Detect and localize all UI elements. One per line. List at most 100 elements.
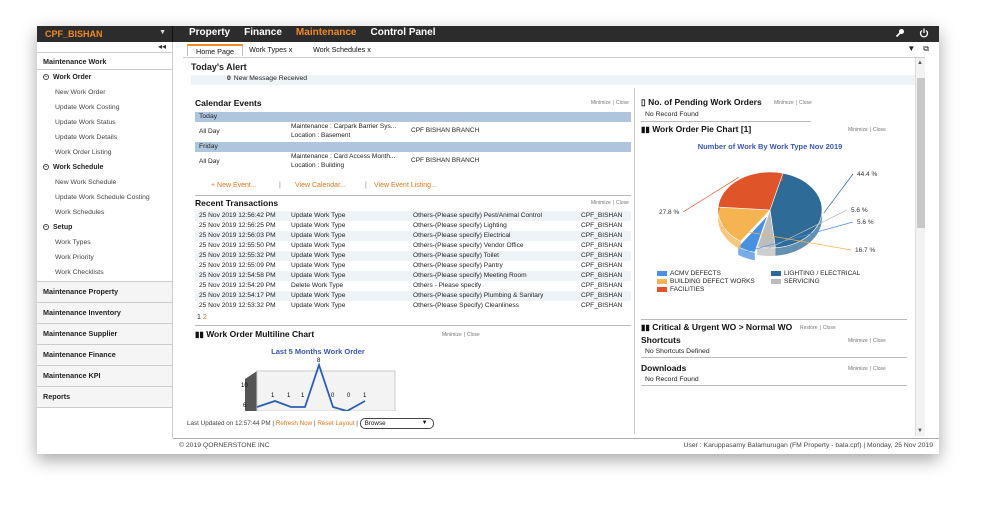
close-link[interactable]: Close <box>616 100 629 106</box>
sidebar-item-work-checklists[interactable]: Work Checklists <box>37 265 172 282</box>
sidebar-collapse-button[interactable]: ◂◂ <box>37 42 172 53</box>
pie-slice[interactable] <box>769 172 823 249</box>
sidebar-item-new-work-order[interactable]: New Work Order <box>55 89 106 96</box>
sidebar-section-reports[interactable]: Reports <box>37 387 172 408</box>
divider <box>641 319 907 320</box>
minimize-link[interactable]: Minimize <box>774 100 794 106</box>
multiline-chart-plot: 10 6 1 1 1 8 0 0 1 <box>241 358 396 411</box>
divider <box>195 195 631 196</box>
table-row[interactable]: 25 Nov 2019 12:53:32 PM Update Work Type O… <box>195 301 631 311</box>
window-restore-icon[interactable]: ⧉ <box>923 44 929 53</box>
pie-chart-title: Number of Work By Work Type Nov 2019 <box>697 142 843 151</box>
close-link[interactable]: Close <box>467 332 480 338</box>
scrollbar-thumb[interactable] <box>917 78 925 228</box>
pie-slice[interactable] <box>717 206 771 242</box>
table-row[interactable]: 25 Nov 2019 12:55:50 PM Update Work Type O… <box>195 241 631 251</box>
tab-work-types[interactable]: Work Types x <box>241 44 300 56</box>
sidebar-group-setup[interactable]: − Setup <box>37 220 172 235</box>
table-row[interactable]: 25 Nov 2019 12:56:25 PM Update Work Type O… <box>195 221 631 231</box>
sidebar-section-maintenance-kpi[interactable]: Maintenance KPI <box>37 366 172 387</box>
site-selector[interactable]: CPF_BISHAN ▼ <box>37 26 173 42</box>
table-row[interactable]: 25 Nov 2019 12:56:42 PM Update Work Type O… <box>195 211 631 221</box>
sidebar-section-maintenance-finance[interactable]: Maintenance Finance <box>37 345 172 366</box>
txn-action: Update Work Type <box>291 302 346 309</box>
table-row[interactable]: 25 Nov 2019 12:55:32 PM Update Work Type O… <box>195 251 631 261</box>
wrench-icon[interactable] <box>895 28 905 41</box>
sidebar-item-work-schedules[interactable]: Work Schedules <box>55 209 105 216</box>
txn-site: CPF_BISHAN <box>581 232 623 239</box>
scroll-up-icon[interactable]: ▲ <box>917 60 923 66</box>
close-link[interactable]: Close <box>799 100 812 106</box>
minimize-link[interactable]: Minimize <box>591 100 611 106</box>
sidebar: ◂◂ Maintenance Work − Work Order New Work… <box>37 42 173 438</box>
pie-label-line <box>823 173 854 214</box>
menu-maintenance[interactable]: Maintenance <box>295 27 357 38</box>
close-icon[interactable]: x <box>367 45 371 54</box>
table-row[interactable]: 25 Nov 2019 12:55:09 PM Update Work Type O… <box>195 261 631 271</box>
close-link[interactable]: Close <box>616 200 629 206</box>
sidebar-item-update-work-costing[interactable]: Update Work Costing <box>55 104 120 111</box>
point-label: 1 <box>271 393 275 399</box>
site-name: CPF_BISHAN <box>45 29 103 39</box>
close-link[interactable]: Close <box>873 338 886 344</box>
pie-slice[interactable] <box>756 209 776 249</box>
pie-label-line <box>765 209 848 251</box>
sidebar-item-update-work-details[interactable]: Update Work Details <box>55 134 118 141</box>
sidebar-item-update-work-status[interactable]: Update Work Status <box>55 119 116 126</box>
page-1[interactable]: 1 <box>197 314 201 321</box>
menu-finance[interactable]: Finance <box>244 27 282 38</box>
table-row[interactable]: 25 Nov 2019 12:54:29 PM Delete Work Type O… <box>195 281 631 291</box>
shortcuts-controls: Minimize | Close <box>847 338 887 344</box>
sidebar-section-maintenance-property[interactable]: Maintenance Property <box>37 282 172 303</box>
sidebar-group-work-order[interactable]: − Work Order <box>37 70 172 85</box>
close-link[interactable]: Close <box>822 325 836 331</box>
dashboard: Today's Alert 0 New Message Received Cale… <box>183 57 925 436</box>
refresh-now-link[interactable]: Refresh Now <box>275 420 313 428</box>
tab-dropdown-icon[interactable]: ▼ <box>907 44 916 53</box>
txn-description: Others-(Please specify) Pantry <box>413 262 503 269</box>
close-link[interactable]: Close <box>873 127 886 133</box>
reset-layout-link[interactable]: Reset Layout <box>317 420 355 428</box>
txn-time: 25 Nov 2019 12:54:17 PM <box>199 292 276 299</box>
new-event-link[interactable]: + New Event... <box>211 182 257 189</box>
minimize-link[interactable]: Minimize <box>442 332 462 338</box>
sidebar-item-update-work-schedule-costing[interactable]: Update Work Schedule Costing <box>55 194 150 201</box>
minimize-link[interactable]: Minimize <box>591 200 611 206</box>
sidebar-item-work-types[interactable]: Work Types <box>55 239 91 246</box>
minimize-link[interactable]: Minimize <box>848 366 868 372</box>
sidebar-item-work-priority[interactable]: Work Priority <box>55 254 94 261</box>
calendar-event-row[interactable]: All Day Maintenance : Carpark Barrier Sy… <box>195 122 631 142</box>
restore-link[interactable]: Restore <box>800 325 818 331</box>
menu-control-panel[interactable]: Control Panel <box>370 27 436 38</box>
sidebar-item-new-work-schedule[interactable]: New Work Schedule <box>55 179 117 186</box>
event-time: All Day <box>199 128 220 135</box>
power-icon[interactable] <box>919 28 929 41</box>
sidebar-section-maintenance-inventory[interactable]: Maintenance Inventory <box>37 303 172 324</box>
sidebar-group-work-schedule[interactable]: − Work Schedule <box>37 160 172 175</box>
calendar-event-row[interactable]: All Day Maintenance : Card Access Month.… <box>195 152 631 172</box>
table-row[interactable]: 25 Nov 2019 12:54:17 PM Update Work Type O… <box>195 291 631 301</box>
pie-slice[interactable] <box>717 171 784 211</box>
minimize-link[interactable]: Minimize <box>848 127 868 133</box>
double-chevron-left-icon[interactable]: ◂◂ <box>157 42 166 51</box>
view-calendar-link[interactable]: View Calendar... <box>295 182 346 189</box>
table-row[interactable]: 25 Nov 2019 12:56:03 PM Update Work Type O… <box>195 231 631 241</box>
sidebar-section-maintenance-work[interactable]: Maintenance Work <box>37 53 172 70</box>
browse-select[interactable]: Browse ▼ <box>359 418 434 429</box>
sidebar-section-maintenance-supplier[interactable]: Maintenance Supplier <box>37 324 172 345</box>
vertical-scrollbar[interactable]: ▲ ▼ <box>915 58 925 436</box>
sidebar-item-work-order-listing[interactable]: Work Order Listing <box>55 149 112 156</box>
alert-row[interactable]: 0 New Message Received <box>191 75 915 85</box>
scroll-down-icon[interactable]: ▼ <box>917 428 923 434</box>
view-event-listing-link[interactable]: View Event Listing... <box>374 182 437 189</box>
group-label: Setup <box>53 224 73 231</box>
close-link[interactable]: Close <box>873 366 886 372</box>
close-icon[interactable]: x <box>288 45 293 54</box>
critical-wo-label: Critical & Urgent WO > Normal WO <box>652 322 793 332</box>
tab-work-schedules[interactable]: Work Schedules x <box>305 44 379 56</box>
tab-home-page[interactable]: Home Page <box>187 44 243 56</box>
page-2[interactable]: 2 <box>202 314 207 321</box>
minimize-link[interactable]: Minimize <box>848 338 868 344</box>
menu-property[interactable]: Property <box>189 27 231 38</box>
table-row[interactable]: 25 Nov 2019 12:54:58 PM Update Work Type O… <box>195 271 631 281</box>
